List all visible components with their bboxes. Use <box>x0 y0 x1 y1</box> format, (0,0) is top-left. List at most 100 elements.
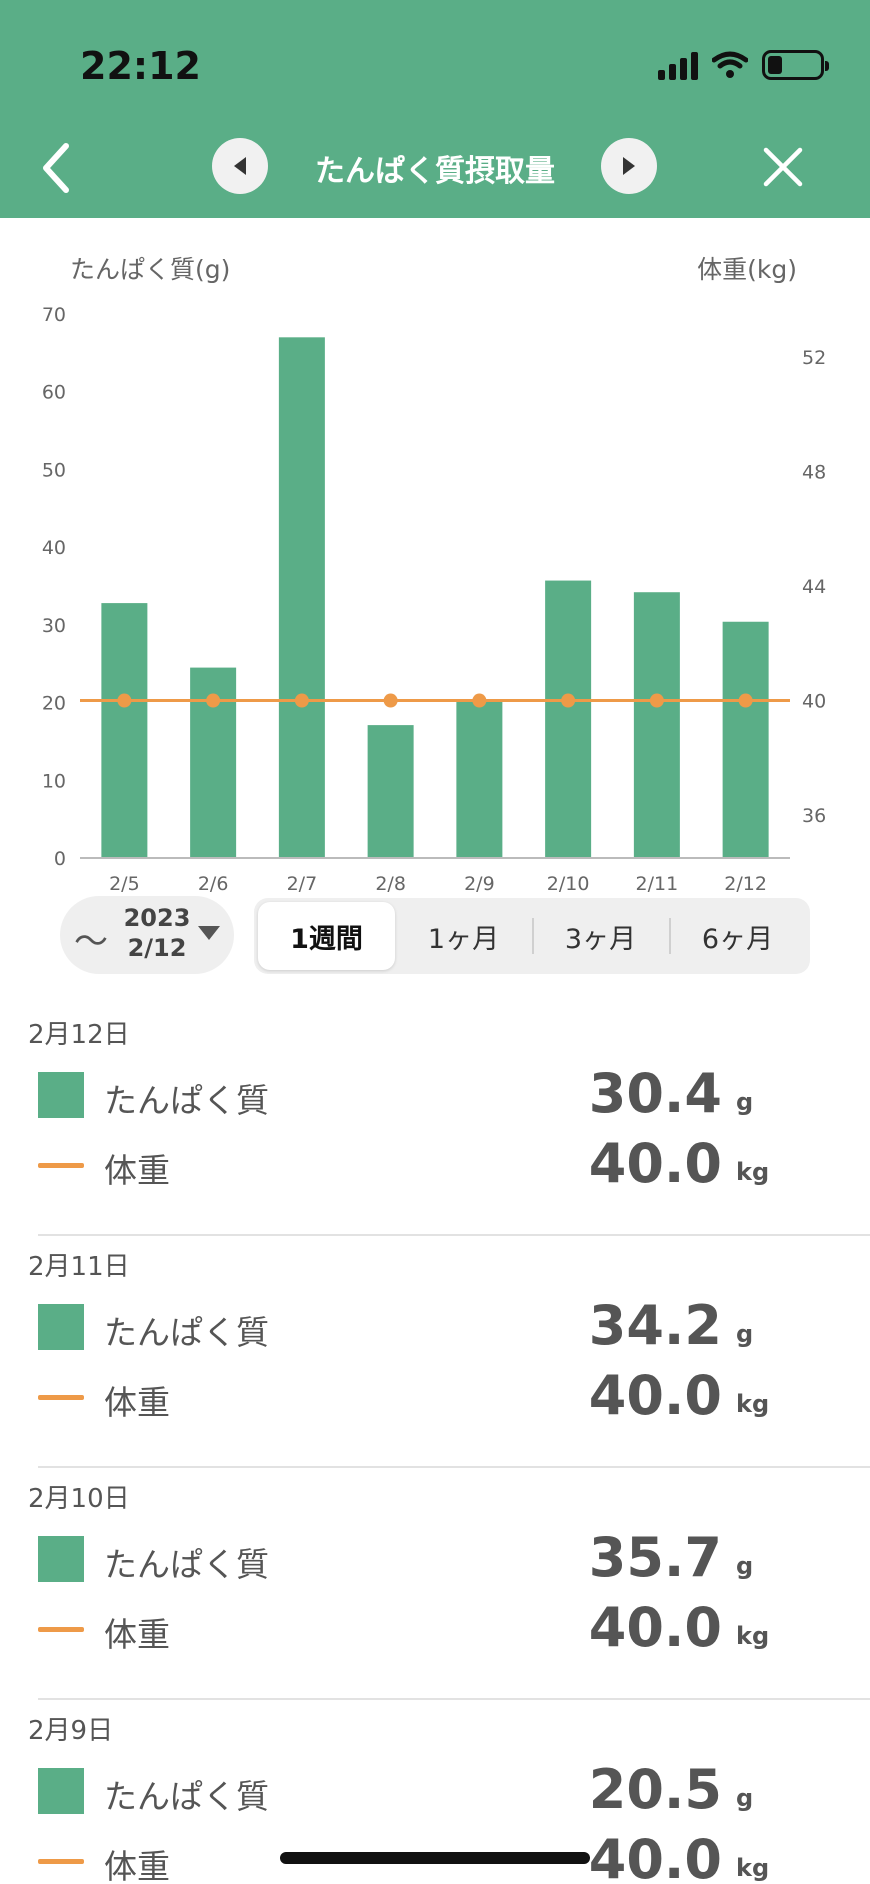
triangle-right-icon <box>623 157 635 175</box>
previous-button[interactable] <box>212 138 268 194</box>
cellular-signal-icon <box>658 50 698 80</box>
x-tick-label: 2/7 <box>287 873 318 895</box>
protein-bar <box>456 699 503 858</box>
weight-row: 体重 40.0 kg <box>0 1132 870 1196</box>
protein-legend-swatch <box>38 1768 84 1814</box>
protein-bar <box>722 621 769 858</box>
weight-unit: kg <box>736 1390 770 1418</box>
next-button[interactable] <box>601 138 657 194</box>
daily-entry: 2月12日 たんぱく質 30.4 g 体重 40.0 kg <box>0 1004 870 1236</box>
weight-point <box>383 693 398 708</box>
y-left-tick-label: 30 <box>42 615 66 637</box>
protein-value: 20.5 <box>588 1758 722 1821</box>
weight-label: 体重 <box>104 1151 170 1190</box>
y-right-tick-label: 44 <box>802 576 826 598</box>
daily-entry: 2月11日 たんぱく質 34.2 g 体重 40.0 kg <box>0 1236 870 1468</box>
protein-unit: g <box>736 1088 754 1116</box>
x-tick-label: 2/8 <box>375 873 406 895</box>
x-tick-label: 2/10 <box>547 873 590 895</box>
protein-unit: g <box>736 1552 754 1580</box>
y-left-tick-label: 40 <box>42 537 66 559</box>
period-3-months[interactable]: 3ヶ月 <box>532 902 669 970</box>
entry-date: 2月12日 <box>28 1020 130 1050</box>
y-left-tick-label: 60 <box>42 382 66 404</box>
weight-row: 体重 40.0 kg <box>0 1828 870 1884</box>
daily-entry: 2月9日 たんぱく質 20.5 g 体重 40.0 kg <box>0 1700 870 1884</box>
protein-value: 30.4 <box>588 1062 722 1125</box>
y-right-tick-label: 48 <box>802 461 826 483</box>
weight-legend-line <box>38 1163 84 1168</box>
x-tick-label: 2/6 <box>198 873 229 895</box>
protein-label: たんぱく質 <box>104 1081 269 1120</box>
protein-bar <box>101 603 148 858</box>
weight-unit: kg <box>736 1622 770 1650</box>
weight-value: 40.0 <box>588 1596 722 1659</box>
weight-row: 体重 40.0 kg <box>0 1596 870 1660</box>
divider <box>38 1698 870 1700</box>
y-right-tick-label: 36 <box>802 805 826 827</box>
protein-row: たんぱく質 30.4 g <box>0 1062 870 1126</box>
y-left-tick-label: 50 <box>42 459 66 481</box>
period-6-months[interactable]: 6ヶ月 <box>669 902 806 970</box>
battery-icon <box>762 50 829 80</box>
divider <box>38 1234 870 1236</box>
protein-label: たんぱく質 <box>104 1313 269 1352</box>
date-tilde: 〜 <box>74 922 108 962</box>
weight-legend-line <box>38 1395 84 1400</box>
home-indicator <box>280 1852 590 1864</box>
y-right-tick-label: 40 <box>802 691 826 713</box>
weight-legend-line <box>38 1627 84 1632</box>
period-1-week[interactable]: 1週間 <box>258 902 395 970</box>
protein-row: たんぱく質 35.7 g <box>0 1526 870 1590</box>
protein-bar <box>545 580 592 858</box>
protein-bar <box>633 592 680 858</box>
weight-value: 40.0 <box>588 1364 722 1427</box>
protein-legend-swatch <box>38 1072 84 1118</box>
chart-svg: たんぱく質(g) 体重(kg) 0 10 20 30 40 50 60 70 36 40 44 48 52 2… <box>42 255 826 895</box>
x-tick-label: 2/11 <box>636 873 679 895</box>
weight-label: 体重 <box>104 1383 170 1422</box>
y-left-axis-title: たんぱく質(g) <box>70 255 230 284</box>
period-1-month[interactable]: 1ヶ月 <box>427 923 500 955</box>
weight-unit: kg <box>736 1854 770 1882</box>
weight-point <box>206 693 221 708</box>
close-icon[interactable] <box>762 146 804 188</box>
status-icons <box>658 50 829 80</box>
x-tick-label: 2/9 <box>464 873 495 895</box>
y-left-tick-label: 0 <box>54 848 66 870</box>
protein-legend-swatch <box>38 1536 84 1582</box>
date-day: 2/12 <box>127 934 187 962</box>
weight-point <box>561 693 576 708</box>
weight-row: 体重 40.0 kg <box>0 1364 870 1428</box>
protein-weight-chart: たんぱく質(g) 体重(kg) 0 10 20 30 40 50 60 70 36 40 44 48 52 2… <box>0 218 870 898</box>
page-title: たんぱく質摂取量 <box>315 154 555 189</box>
entry-date: 2月11日 <box>28 1252 130 1282</box>
weight-label: 体重 <box>104 1615 170 1654</box>
weight-point <box>738 693 753 708</box>
weight-point <box>294 693 309 708</box>
protein-label: たんぱく質 <box>104 1545 269 1584</box>
weight-point <box>117 693 132 708</box>
protein-unit: g <box>736 1320 754 1348</box>
protein-value: 34.2 <box>588 1294 722 1357</box>
daily-entry: 2月10日 たんぱく質 35.7 g 体重 40.0 kg <box>0 1468 870 1700</box>
x-tick-label: 2/5 <box>109 873 140 895</box>
x-tick-label: 2/12 <box>724 873 767 895</box>
end-date-picker[interactable]: 〜 2023 2/12 <box>60 896 234 974</box>
chart-controls: 〜 2023 2/12 1週間 1ヶ月 3ヶ月 6ヶ月 <box>0 896 870 976</box>
weight-legend-line <box>38 1859 84 1864</box>
protein-label: たんぱく質 <box>104 1777 269 1816</box>
y-left-tick-label: 20 <box>42 693 66 715</box>
entry-date: 2月9日 <box>28 1716 114 1746</box>
protein-row: たんぱく質 34.2 g <box>0 1294 870 1358</box>
protein-bar <box>278 337 325 858</box>
weight-unit: kg <box>736 1158 770 1186</box>
back-chevron-icon[interactable] <box>36 138 76 198</box>
protein-unit: g <box>736 1784 754 1812</box>
date-year: 2023 <box>123 904 191 932</box>
period-segmented-control: 1週間 1ヶ月 3ヶ月 6ヶ月 <box>254 898 810 974</box>
triangle-left-icon <box>234 157 246 175</box>
y-right-axis-title: 体重(kg) <box>697 255 797 284</box>
weight-value: 40.0 <box>588 1132 722 1195</box>
weight-point <box>472 693 487 708</box>
